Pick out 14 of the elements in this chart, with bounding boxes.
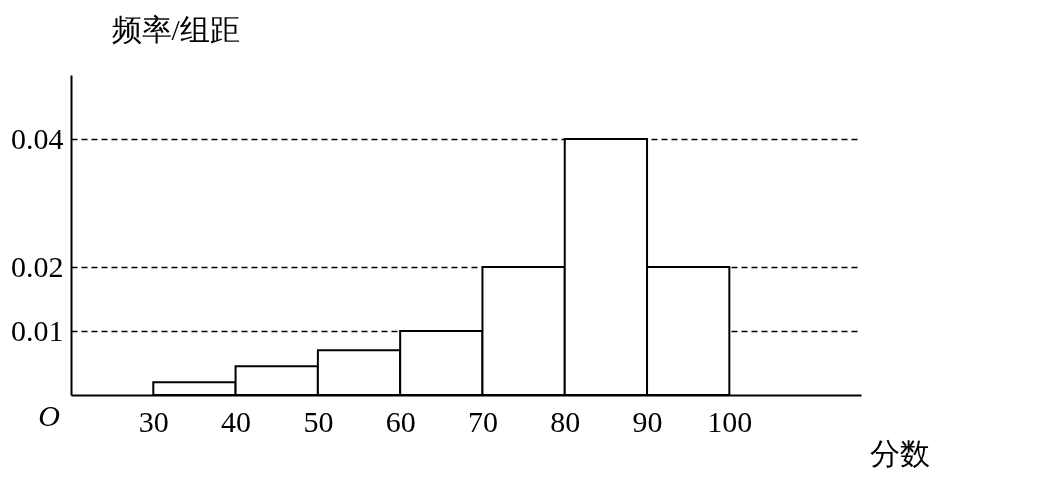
- x-tick-label: 30: [138, 404, 169, 438]
- x-tick-label: 90: [632, 404, 663, 438]
- x-tick-label: 50: [303, 404, 334, 438]
- text: O: [38, 399, 60, 432]
- x-tick-label: 60: [385, 404, 416, 438]
- x-tick-label: 40: [221, 404, 252, 438]
- y-tick-label: 0.01: [11, 313, 64, 347]
- x-axis-title: 分数: [869, 436, 930, 470]
- x-tick-label: 100: [707, 404, 753, 438]
- x-tick-label: 80: [550, 404, 581, 438]
- x-tick-label: 70: [467, 404, 498, 438]
- y-axis-title: 频率/组距: [111, 12, 240, 46]
- y-tick-label: 0.04: [11, 121, 64, 155]
- y-tick-label: 0.02: [11, 249, 64, 283]
